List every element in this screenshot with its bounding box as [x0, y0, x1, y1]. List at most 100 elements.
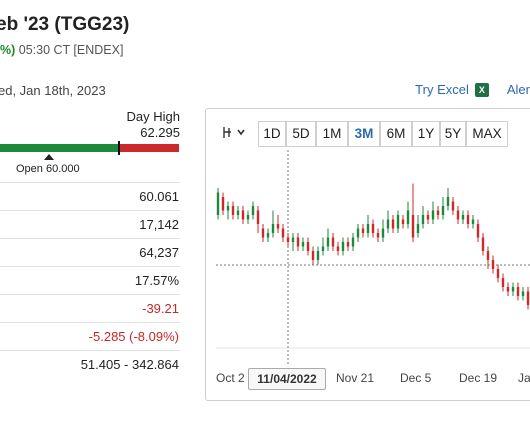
- range-max-button[interactable]: MAX: [466, 121, 508, 147]
- change-percent: %): [0, 43, 16, 57]
- candle-body: [356, 228, 360, 238]
- candle-body: [216, 192, 220, 215]
- candle-body: [456, 210, 460, 220]
- candle-body: [331, 237, 335, 247]
- candle-body: [436, 210, 440, 215]
- day-high-label: Day High: [126, 109, 180, 124]
- candle-body: [276, 224, 280, 229]
- x-axis-label: Dec 5: [400, 371, 432, 385]
- day-range-current-marker: [118, 141, 120, 155]
- open-marker-icon: [44, 154, 54, 160]
- candle-body: [491, 260, 495, 269]
- day-range-bar-low: [0, 144, 119, 152]
- candle-body: [311, 251, 315, 260]
- candle-body: [301, 242, 305, 247]
- candle-body: [236, 210, 240, 215]
- stat-row: -5.285 (-8.09%): [0, 322, 180, 350]
- stat-row: 17.57%: [0, 266, 180, 294]
- quote-subline: %) 05:30 CT [ENDEX]: [0, 43, 123, 57]
- candle-body: [381, 228, 385, 238]
- candle-body: [366, 224, 370, 233]
- candle-body: [231, 206, 235, 215]
- candle-body: [471, 219, 475, 224]
- chart-panel: [205, 108, 530, 401]
- candle-body: [416, 224, 420, 233]
- candle-body: [396, 215, 400, 229]
- candle-body: [226, 206, 230, 211]
- candle-body: [406, 210, 410, 224]
- try-excel-link[interactable]: Try Excel: [415, 82, 469, 97]
- candle-body: [516, 287, 520, 296]
- alerts-link[interactable]: Aler: [506, 82, 530, 97]
- crosshair-tool-button[interactable]: [221, 123, 251, 145]
- range-3m-button[interactable]: 3M: [348, 121, 380, 147]
- day-range-bar-high: [120, 144, 179, 152]
- stat-row: 60.061: [0, 182, 180, 210]
- candle-body: [446, 197, 450, 206]
- candle-body: [291, 237, 295, 242]
- candle-body: [441, 206, 445, 215]
- candle-body: [296, 237, 300, 247]
- candle-body: [316, 251, 320, 260]
- candle-body: [401, 219, 405, 224]
- candle-body: [461, 215, 465, 220]
- price-chart[interactable]: Oct 2 Nov 21 Dec 5 Dec 19 Ja: [206, 150, 530, 388]
- candle-body: [321, 246, 325, 251]
- stat-value: -39.21: [142, 301, 179, 316]
- candle-body: [451, 201, 455, 211]
- candle-body: [481, 237, 485, 251]
- candle-body: [371, 224, 375, 233]
- x-axis-label: Nov 21: [336, 371, 374, 385]
- candle-body: [376, 233, 380, 238]
- stat-value: 17,142: [139, 217, 179, 232]
- excel-icon[interactable]: X: [474, 82, 489, 97]
- stat-row: 17,142: [0, 210, 180, 238]
- candle-body: [426, 215, 430, 220]
- candle-body: [246, 215, 250, 220]
- candle-body: [521, 291, 525, 296]
- candle-body: [261, 228, 265, 238]
- candle-body: [241, 210, 245, 220]
- candle-body: [256, 210, 260, 224]
- range-6m-button[interactable]: 6M: [380, 121, 412, 147]
- x-axis-label: Oct 2: [216, 371, 245, 385]
- candle-body: [251, 206, 255, 215]
- x-axis-labels: Oct 2 Nov 21 Dec 5 Dec 19 Ja: [216, 371, 530, 385]
- stat-value: 64,237: [139, 245, 179, 260]
- stat-value: 17.57%: [134, 273, 179, 288]
- date-line: ed, Jan 18th, 2023: [0, 83, 106, 98]
- range-1m-button[interactable]: 1M: [316, 121, 348, 147]
- candle-body: [286, 237, 290, 242]
- stat-row: -39.21: [0, 294, 180, 322]
- candle-body: [221, 197, 225, 211]
- candle-body: [526, 291, 530, 305]
- candle-body: [326, 237, 330, 247]
- candle-body: [346, 242, 350, 247]
- stat-row: 51.405 - 342.864: [0, 350, 180, 378]
- x-axis-label: Ja: [518, 371, 530, 385]
- candle-body: [496, 269, 500, 278]
- range-1y-button[interactable]: 1Y: [412, 121, 440, 147]
- range-1d-button[interactable]: 1D: [258, 121, 286, 147]
- stat-value: -5.285 (-8.09%): [88, 329, 179, 344]
- stat-value: 60.061: [139, 189, 179, 204]
- range-5d-button[interactable]: 5D: [286, 121, 316, 147]
- quote-time: 05:30 CT [ENDEX]: [18, 43, 124, 57]
- candles-group: [216, 183, 530, 310]
- candle-body: [266, 233, 270, 238]
- candle-body: [341, 242, 345, 251]
- x-axis-label: Dec 19: [459, 371, 497, 385]
- candle-body: [501, 278, 505, 287]
- day-high-value: 62.295: [140, 125, 180, 140]
- candle-body: [361, 228, 365, 233]
- candle-body: [281, 228, 285, 238]
- candle-body: [486, 251, 490, 260]
- crosshair-tool-icon: [223, 127, 245, 138]
- range-5y-button[interactable]: 5Y: [440, 121, 466, 147]
- contract-title: eb '23 (TGG23): [0, 14, 130, 35]
- candle-body: [391, 219, 395, 229]
- candle-body: [506, 287, 510, 292]
- candle-body: [306, 242, 310, 251]
- candle-body: [466, 215, 470, 224]
- candle-body: [476, 224, 480, 238]
